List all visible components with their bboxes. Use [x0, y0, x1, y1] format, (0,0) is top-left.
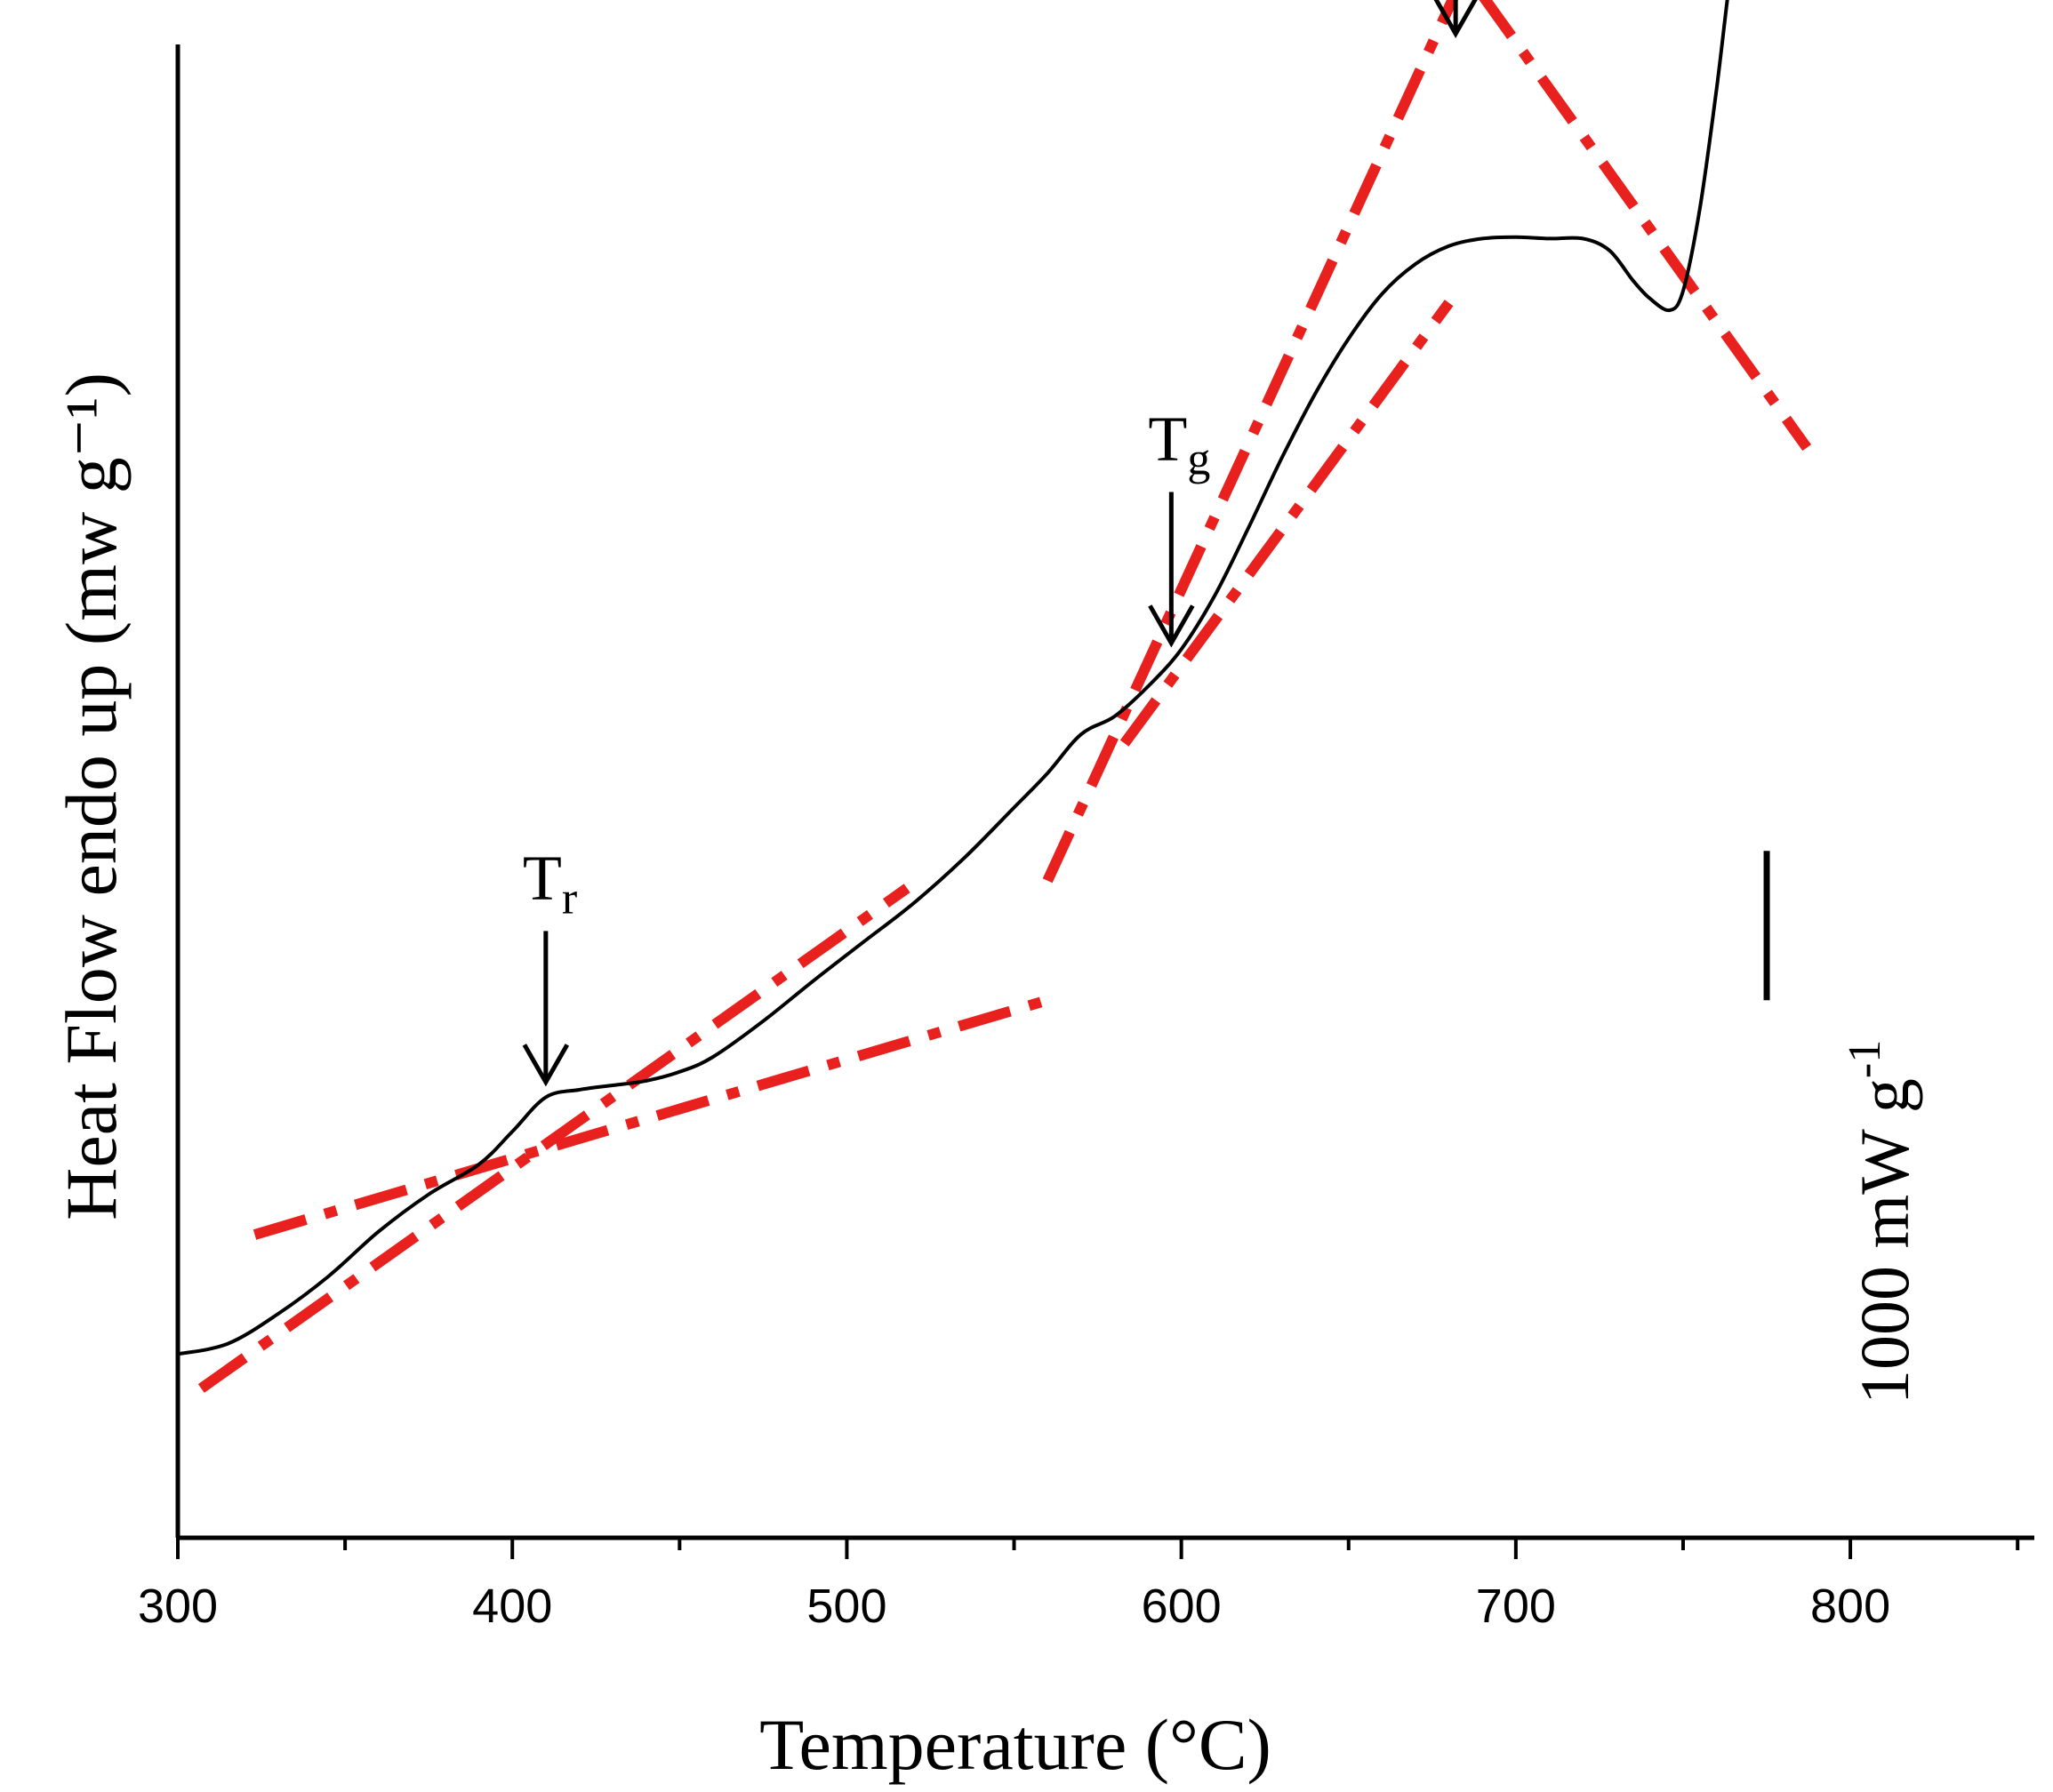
tangent-line	[1042, 0, 1459, 884]
x-tick-label: 300	[138, 1580, 218, 1633]
x-tick-label: 500	[806, 1580, 886, 1633]
tangent-line	[197, 884, 910, 1393]
tangent-line	[1119, 300, 1454, 747]
arrow-head	[1148, 604, 1195, 648]
x-tick-label: 400	[472, 1580, 552, 1633]
axes	[175, 44, 2034, 1540]
dsc-curve-group	[177, 0, 1729, 1356]
annotation-label-tg: Tg	[1148, 403, 1210, 484]
x-tick-labels: 300 400 500 600 700 800	[138, 1580, 1890, 1633]
annotations: TrTgTx	[522, 0, 1478, 1087]
y-axis-title: Heat Flow endo up (mw g⁻¹)	[51, 372, 132, 1220]
tangent-line	[1479, 0, 1812, 452]
x-tick-label: 700	[1476, 1580, 1556, 1633]
x-axis-title: Temperature (°C)	[759, 1704, 1271, 1785]
x-tick-label: 600	[1142, 1580, 1222, 1633]
scale-bar-label: 1000 mW g-1	[1840, 1040, 1923, 1404]
tangent-lines	[197, 0, 1812, 1393]
tangent-line	[253, 995, 1049, 1240]
x-tick-label: 800	[1810, 1580, 1890, 1633]
arrow-head	[1433, 0, 1478, 39]
arrow-head	[522, 1044, 570, 1087]
x-ticks	[176, 1538, 2020, 1559]
dsc-curve	[177, 0, 1729, 1356]
annotation-label-tr: Tr	[523, 842, 577, 924]
scale-bar-group: 1000 mW g-1	[1763, 851, 1923, 1404]
